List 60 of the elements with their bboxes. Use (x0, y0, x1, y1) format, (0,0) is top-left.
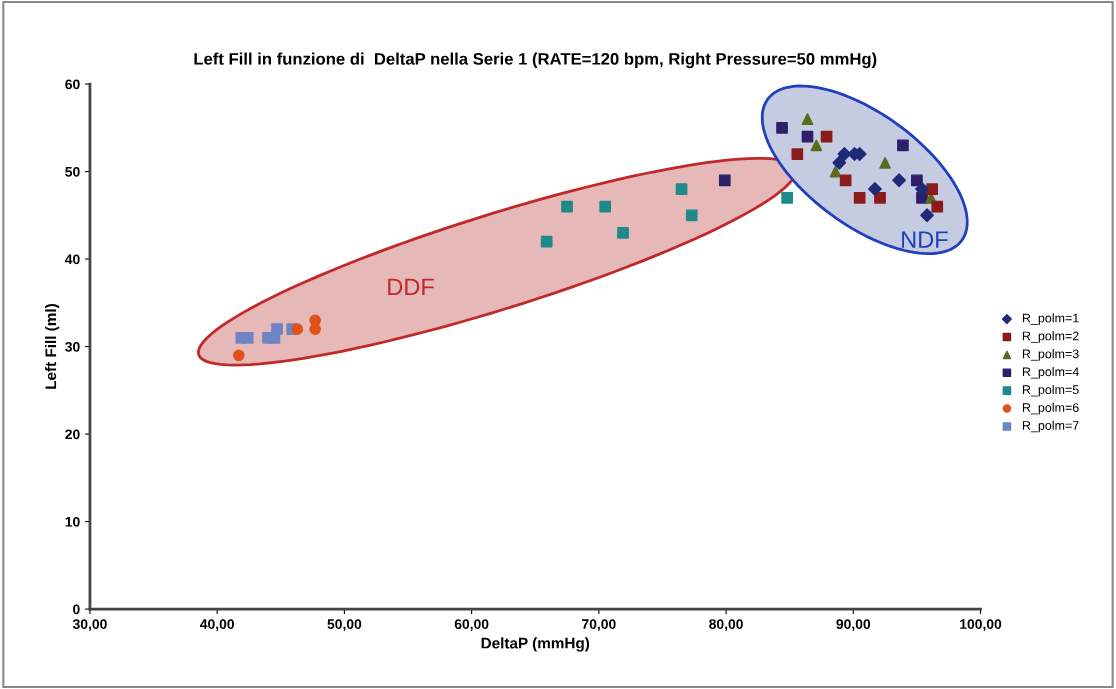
y-tick-label: 0 (73, 604, 80, 615)
point (776, 121, 788, 134)
point (926, 183, 939, 195)
point (911, 174, 923, 187)
annotation: DDF (388, 278, 434, 295)
legend-label: R_polm=4 (1022, 366, 1079, 379)
point (561, 200, 573, 213)
y-tick-label: 40 (64, 254, 80, 265)
point (309, 323, 321, 335)
point (599, 200, 612, 213)
x-tick-label: 40,00 (200, 619, 234, 632)
point (897, 139, 909, 152)
point (829, 165, 842, 178)
y-tick-label: 60 (65, 79, 80, 90)
point (839, 174, 852, 187)
point (271, 323, 283, 335)
point (718, 174, 731, 187)
legend-label: R_polm=7 (1022, 420, 1079, 433)
y-tick-label: 50 (65, 166, 80, 177)
point (540, 235, 553, 248)
point (791, 148, 804, 160)
x-tick-label: 70,00 (582, 619, 616, 632)
point (915, 182, 929, 196)
x-tick-label: 50,00 (327, 619, 362, 632)
y-axis-title: Left Fill (ml) (44, 304, 60, 389)
point (810, 139, 823, 152)
legend-label: R_polm=5 (1022, 384, 1079, 397)
x-tick-label: 80,00 (709, 619, 743, 632)
chart-title: Left Fill in funzione di DeltaP nella Serie 1 (RATE=120 bpm, Right Pressure=50 mmHg) (194, 52, 877, 69)
x-tick-label: 100,00 (960, 619, 1002, 632)
point (675, 183, 688, 195)
legend-label: R_polm=2 (1022, 331, 1079, 343)
point (617, 226, 629, 239)
point (232, 349, 245, 362)
point (879, 156, 891, 169)
point (291, 323, 304, 335)
point (868, 182, 882, 196)
legend-label: R_polm=6 (1022, 402, 1079, 415)
legend-label: R_polm=1 (1022, 313, 1079, 325)
point (892, 173, 907, 188)
point (241, 331, 254, 344)
point (685, 209, 698, 222)
y-tick-label: 10 (65, 516, 80, 527)
point (920, 208, 934, 223)
point (853, 191, 866, 204)
x-axis-title: DeltaP (mmHg) (481, 637, 590, 652)
point (801, 113, 814, 125)
point (820, 130, 833, 143)
point (832, 155, 847, 170)
annotation: NDF (902, 231, 948, 248)
x-tick-label: 60,00 (454, 619, 489, 632)
legend-label: R_polm=3 (1022, 349, 1079, 361)
x-tick-label: 30,00 (72, 619, 107, 632)
y-tick-label: 30 (65, 341, 80, 352)
y-tick-label: 20 (65, 429, 80, 440)
point (931, 200, 944, 213)
point (874, 191, 886, 204)
point (781, 191, 793, 204)
x-tick-label: 90,00 (836, 619, 871, 632)
point (801, 130, 814, 143)
